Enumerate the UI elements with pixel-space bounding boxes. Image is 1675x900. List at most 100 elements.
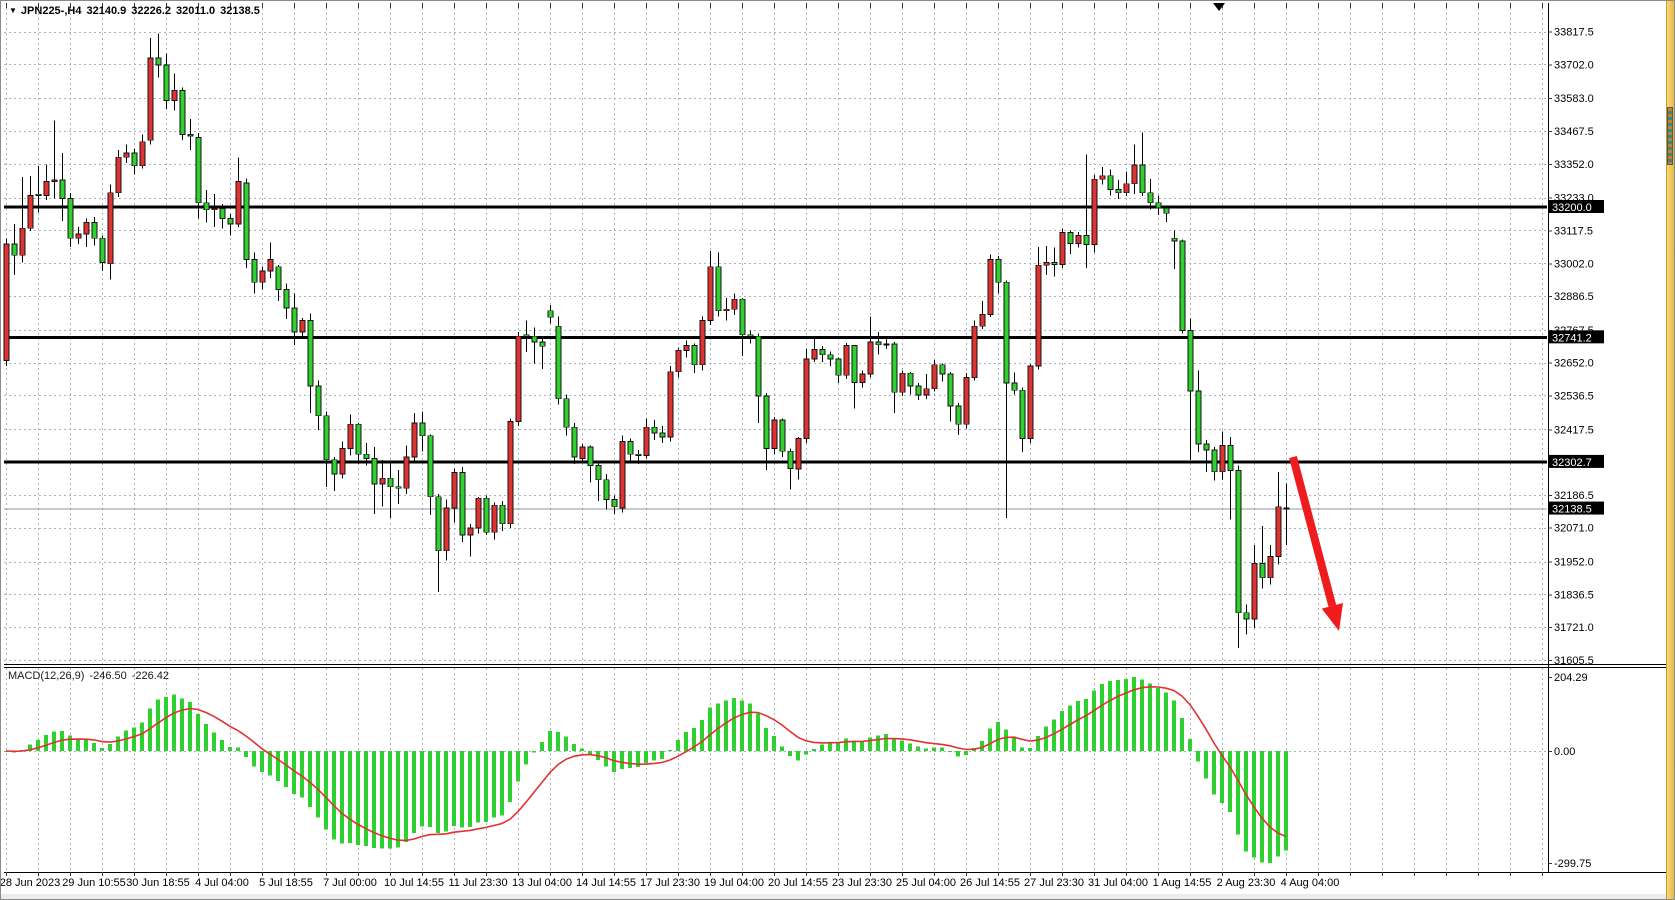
- macd-bar: [476, 751, 480, 823]
- candle: [595, 465, 602, 481]
- candle: [83, 222, 90, 235]
- time-tick-label: 5 Jul 18:55: [259, 877, 313, 889]
- macd-bar: [108, 744, 112, 751]
- time-tick-label: 4 Jul 04:00: [195, 877, 249, 889]
- candle: [923, 388, 930, 396]
- candle: [171, 90, 178, 101]
- price-level-badge: [1549, 330, 1604, 344]
- macd-bar: [860, 740, 864, 751]
- price-axis[interactable]: 33817.533702.033583.033467.533352.033233…: [1548, 27, 1604, 667]
- macd-bar: [844, 738, 848, 751]
- candle: [1067, 232, 1074, 244]
- macd-bar: [580, 748, 584, 751]
- macd-bar: [452, 751, 456, 826]
- time-tick-label: 17 Jul 23:30: [640, 877, 700, 889]
- macd-bar: [308, 751, 312, 808]
- price-tick-label: 33002.0: [1554, 258, 1594, 270]
- macd-main-value: -246.50: [89, 670, 127, 682]
- macd-bar: [892, 738, 896, 751]
- candle: [323, 415, 330, 461]
- macd-bar: [1116, 680, 1120, 751]
- macd-bar: [92, 742, 96, 751]
- candle: [1203, 443, 1210, 451]
- macd-bar: [1220, 751, 1224, 804]
- candle: [819, 349, 826, 356]
- candle: [107, 192, 114, 265]
- macd-bar: [676, 740, 680, 751]
- price-tick-label: 33817.5: [1554, 27, 1594, 39]
- candle: [1147, 192, 1154, 204]
- macd-bar: [140, 722, 144, 751]
- candle: [915, 385, 922, 396]
- price-tick-label: 32186.5: [1554, 490, 1594, 502]
- candle: [659, 432, 666, 438]
- macd-bar: [564, 736, 568, 751]
- macd-bar: [1052, 719, 1056, 751]
- macd-bar: [660, 751, 664, 759]
- macd-bar: [204, 724, 208, 751]
- macd-bar: [84, 739, 88, 751]
- macd-bar: [932, 747, 936, 751]
- candle: [891, 343, 898, 393]
- macd-bar: [1196, 751, 1200, 762]
- candle: [1003, 281, 1010, 384]
- candle: [299, 320, 306, 333]
- candle: [467, 527, 474, 536]
- macd-bar: [228, 747, 232, 751]
- macd-bar: [964, 751, 968, 755]
- candle: [91, 222, 98, 239]
- macd-bar: [852, 740, 856, 751]
- trend-arrow[interactable]: [1289, 455, 1343, 631]
- macd-bar: [804, 751, 808, 755]
- candle: [1267, 556, 1274, 579]
- macd-bar: [116, 736, 120, 751]
- candle: [1011, 382, 1018, 391]
- time-tick-label: 29 Jun 10:55: [62, 877, 126, 889]
- candle: [963, 377, 970, 425]
- macd-bar: [1076, 701, 1080, 751]
- macd-bar: [716, 703, 720, 751]
- macd-bar: [1180, 717, 1184, 751]
- macd-bar: [748, 703, 752, 751]
- candle: [131, 152, 138, 167]
- candle: [675, 350, 682, 373]
- support-resistance-lines[interactable]: [4, 205, 1547, 464]
- macd-bar: [444, 751, 448, 832]
- macd-bar: [500, 751, 504, 816]
- candle: [1155, 202, 1162, 209]
- candle: [363, 453, 370, 459]
- candle: [523, 334, 530, 337]
- price-tick-label: 31605.5: [1554, 655, 1594, 667]
- price-tick-label: 33467.5: [1554, 126, 1594, 138]
- scrollbar-thumb[interactable]: [1667, 107, 1673, 165]
- candle: [3, 243, 10, 361]
- candle: [179, 90, 186, 135]
- candle: [75, 233, 82, 239]
- ohlc-low: 32011.0: [176, 5, 216, 17]
- candle: [1259, 563, 1266, 579]
- candle: [1043, 261, 1050, 266]
- candle: [11, 243, 18, 256]
- candle: [1115, 188, 1122, 194]
- macd-bar: [820, 744, 824, 751]
- candle: [795, 438, 802, 470]
- candle: [643, 426, 650, 456]
- time-axis[interactable]: 28 Jun 2023 29 Jun 10:55 30 Jun 18:55 4 Jul…: [1, 3, 1543, 889]
- candle: [99, 237, 106, 263]
- macd-bar: [1252, 751, 1256, 858]
- macd-bar: [668, 750, 672, 752]
- macd-bar: [244, 751, 248, 757]
- macd-bar: [76, 738, 80, 751]
- macd-plot-area[interactable]: [4, 668, 1547, 872]
- candle: [939, 364, 946, 375]
- candle: [867, 341, 874, 375]
- time-tick-label: 14 Jul 14:55: [576, 877, 636, 889]
- macd-bar: [692, 728, 696, 751]
- right-edge-scrollbar[interactable]: [1666, 1, 1674, 899]
- price-tick-label: 33352.0: [1554, 159, 1594, 171]
- main-plot-area[interactable]: [4, 3, 1547, 664]
- macd-bar: [172, 694, 176, 751]
- candle: [451, 472, 458, 509]
- macd-axis[interactable]: 204.29 0.00 -299.75: [1548, 672, 1591, 870]
